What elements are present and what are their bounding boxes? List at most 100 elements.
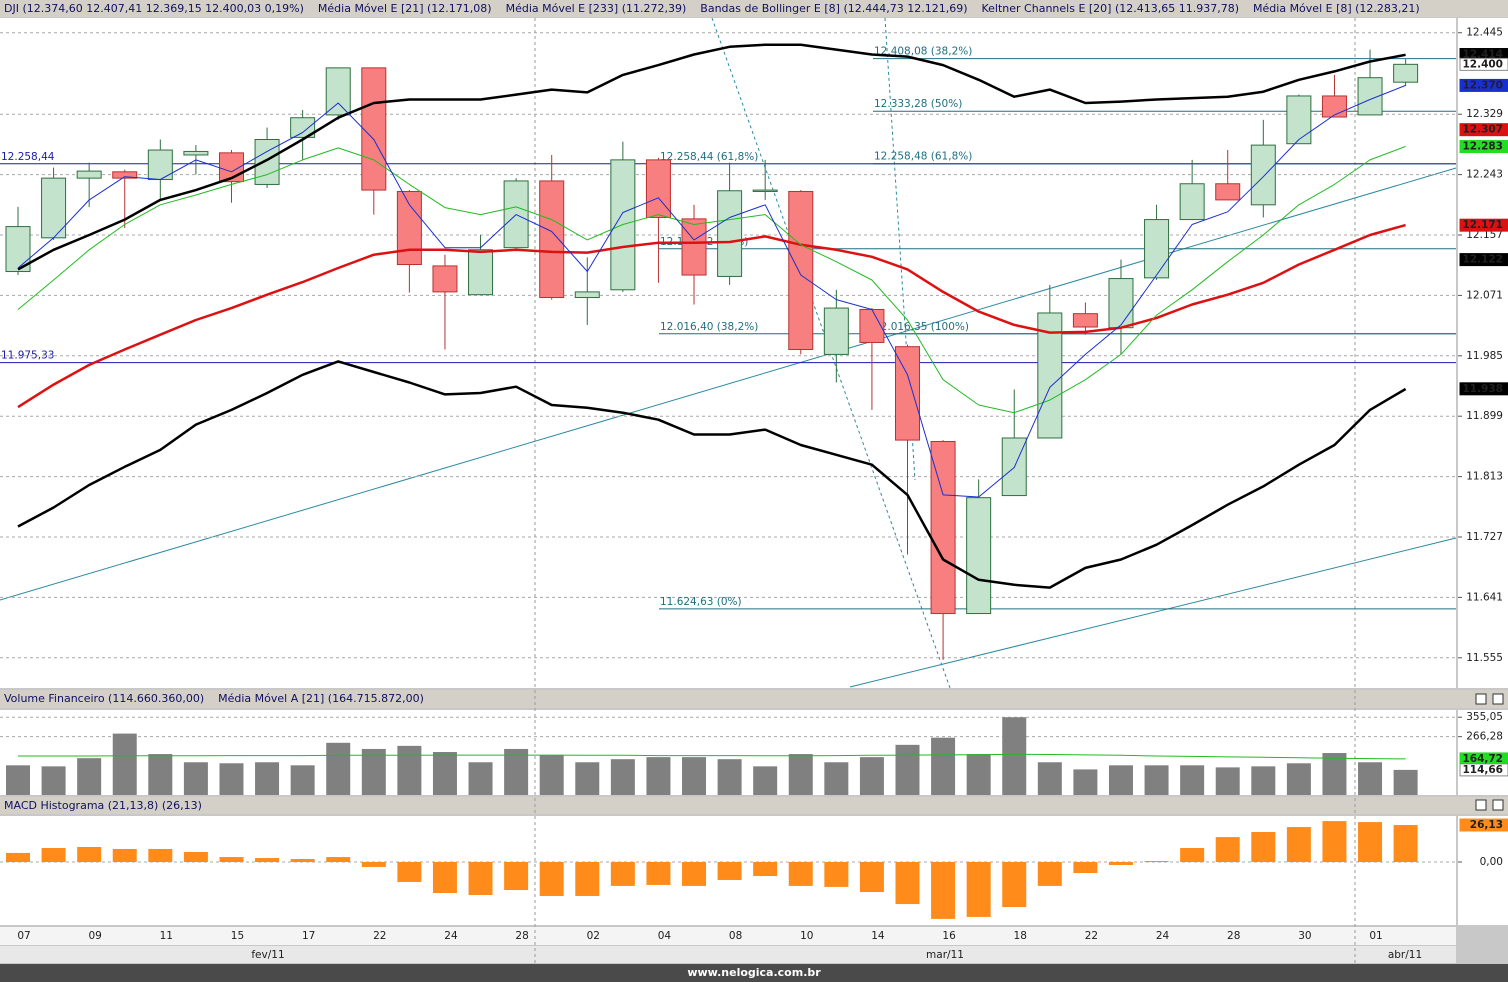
bar <box>1073 862 1098 874</box>
bar <box>148 754 173 795</box>
candle-body <box>432 265 458 293</box>
bar <box>966 862 991 917</box>
bar <box>77 847 102 863</box>
month-separators <box>534 18 1356 963</box>
y-tick-label: 11.555 <box>1466 652 1503 664</box>
bar <box>290 859 315 863</box>
bar <box>824 762 849 795</box>
annotation: 12.258,44 (61,8%) <box>660 151 758 163</box>
bar <box>1108 862 1133 865</box>
x-tick-label: 18 <box>1014 930 1027 942</box>
candle-body <box>1215 183 1241 201</box>
bar <box>539 755 564 795</box>
price-marker-label: 12.122 <box>1462 254 1503 266</box>
candle-body <box>254 138 280 185</box>
candle-body <box>859 308 885 343</box>
x-tick-label: 07 <box>17 930 30 942</box>
maximize-button[interactable] <box>1475 693 1487 705</box>
indicator-line <box>18 753 1406 760</box>
candle-body <box>574 291 600 299</box>
bar <box>1286 763 1311 795</box>
close-button[interactable] <box>1492 799 1504 811</box>
candle-body <box>930 440 956 615</box>
candle-body <box>823 307 849 355</box>
close-button[interactable] <box>1492 693 1504 705</box>
bar <box>717 862 742 880</box>
price-plot <box>0 18 1456 688</box>
y-tick-label: 12.445 <box>1466 27 1503 39</box>
maximize-button[interactable] <box>1475 799 1487 811</box>
x-tick-label: 04 <box>658 930 672 942</box>
x-tick-label: 14 <box>871 930 885 942</box>
month-label: fev/11 <box>251 949 284 961</box>
price-marker-label: 12.307 <box>1462 124 1503 136</box>
annotation: 12.016,35 (100%) <box>874 321 969 333</box>
candle-body <box>1179 183 1205 221</box>
y-tick-label: 11.985 <box>1466 350 1503 362</box>
indicator-line <box>17 84 1406 498</box>
legend-entry: Bandas de Bollinger E [8] (12.444,73 12.… <box>700 2 967 15</box>
y-tick-label: 266,28 <box>1466 731 1503 743</box>
bar <box>112 733 137 795</box>
x-tick-label: 28 <box>1227 930 1240 942</box>
candle-body <box>290 117 316 138</box>
price-marker <box>1459 57 1508 71</box>
candle-body <box>788 190 814 350</box>
month-label: mar/11 <box>926 949 964 961</box>
macd-axis <box>1458 816 1508 925</box>
bar <box>610 759 635 795</box>
candle-body <box>468 249 494 296</box>
y-tick-label: 0,00 <box>1480 856 1503 868</box>
bar <box>1215 837 1240 863</box>
x-tick-label: 24 <box>444 930 458 942</box>
bar <box>895 744 920 795</box>
bar <box>148 848 173 863</box>
bar <box>219 857 244 863</box>
candle-body <box>1144 219 1170 279</box>
bar <box>646 862 671 885</box>
annotation: 12.258,48 (61,8%) <box>874 151 972 163</box>
bar <box>397 862 422 882</box>
price-marker-label: 114,66 <box>1462 764 1503 776</box>
candle-body <box>76 170 102 179</box>
candle-body <box>361 67 387 191</box>
bar <box>1073 769 1098 795</box>
bar <box>326 857 351 863</box>
annotation: 11.624,63 (0%) <box>660 596 742 608</box>
bar <box>112 848 137 863</box>
x-axis <box>0 927 1456 945</box>
bar <box>504 862 529 891</box>
bar <box>361 748 386 795</box>
bar <box>788 862 813 886</box>
bar <box>1322 821 1347 863</box>
annotation: 12.333,28 (50%) <box>874 98 962 110</box>
legend-entry: Volume Financeiro (114.660.360,00) <box>4 692 204 705</box>
candle-body <box>539 180 565 299</box>
bar <box>1180 847 1205 863</box>
price-marker <box>1459 818 1508 832</box>
price-marker <box>1459 123 1508 137</box>
bar <box>1358 762 1383 795</box>
legend-entry: Média Móvel E [21] (12.171,08) <box>318 2 492 15</box>
bar <box>183 851 208 863</box>
candle-body <box>396 190 422 266</box>
bar <box>1251 766 1276 795</box>
y-tick-label: 355,05 <box>1466 711 1503 723</box>
bar <box>1037 762 1062 795</box>
bar <box>397 745 422 795</box>
price-marker <box>1459 140 1508 154</box>
bar <box>1322 753 1347 795</box>
price-marker <box>1459 253 1508 267</box>
bar <box>610 862 635 886</box>
window-buttons[interactable] <box>1475 693 1504 811</box>
footer: www.nelogica.com.br <box>687 966 821 979</box>
bar <box>1144 861 1169 863</box>
month-axis <box>0 946 1456 963</box>
x-tick-label: 10 <box>800 930 813 942</box>
bar <box>539 862 564 896</box>
y-tick-label: 12.329 <box>1466 108 1503 120</box>
bar <box>1393 825 1418 863</box>
price-marker-label: 11.938 <box>1462 383 1503 395</box>
y-tick-label: 12.071 <box>1466 289 1503 301</box>
trend-line <box>849 537 1457 688</box>
